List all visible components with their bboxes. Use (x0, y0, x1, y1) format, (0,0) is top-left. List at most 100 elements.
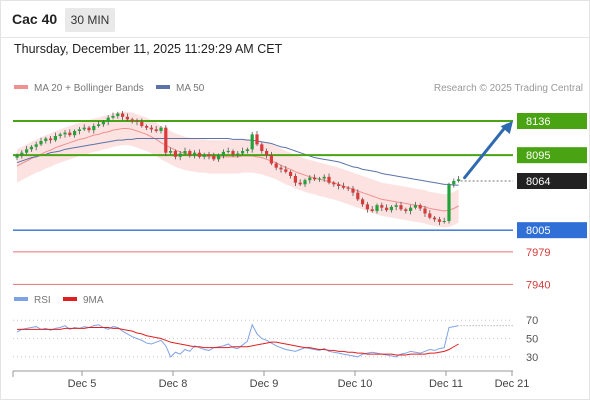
candle-body (303, 180, 307, 185)
candle-body (49, 138, 53, 141)
interval-button[interactable]: 30 MIN (65, 8, 115, 32)
candle-body (125, 116, 129, 120)
projection-arrow-shaft (463, 123, 509, 180)
candle-body (73, 131, 77, 136)
candle-body (135, 121, 139, 122)
candle-body (428, 213, 432, 218)
candle-body (293, 176, 297, 183)
candle-body (356, 192, 360, 200)
candle-body (106, 117, 110, 122)
candle-body (197, 152, 201, 157)
candle-body (169, 151, 173, 153)
candle-body (274, 163, 278, 168)
candle-body (34, 144, 38, 147)
datetime-label: Thursday, December 11, 2025 11:29:29 AM … (14, 42, 283, 56)
legend-rsi-swatch (14, 297, 28, 301)
candle-body (231, 151, 235, 155)
candle-body (447, 184, 451, 221)
x-tick-label: Dec 11 (429, 378, 463, 390)
candle-body (380, 205, 384, 208)
x-tick-label: Dec 10 (338, 378, 373, 390)
candle-body (77, 129, 81, 131)
candle-body (370, 209, 374, 211)
candle-body (20, 152, 24, 156)
legend-ma20-label: MA 20 + Bollinger Bands (34, 83, 144, 94)
candle-body (212, 156, 216, 160)
candle-body (308, 177, 312, 181)
bollinger-band (17, 111, 459, 228)
legend-ma20-swatch (14, 85, 28, 89)
candle-body (29, 146, 33, 150)
candle-body (413, 205, 417, 208)
rsi-tick-30: 30 (526, 352, 538, 364)
candle-body (145, 126, 149, 128)
candle-body (58, 134, 62, 136)
candle-body (255, 134, 259, 145)
candle-body (149, 127, 153, 130)
x-tick-label: Dec 21 (495, 378, 530, 390)
candle-body (217, 155, 221, 160)
candle-body (226, 151, 230, 152)
candle-body (269, 155, 273, 164)
candle-body (140, 121, 144, 126)
candle-body (82, 127, 86, 130)
candle-body (193, 152, 197, 156)
candle-body (101, 121, 105, 125)
candle-body (298, 182, 302, 185)
level-label-box-8005 (517, 222, 587, 239)
candle-body (327, 176, 331, 183)
candle-body (44, 138, 48, 141)
candle-body (385, 207, 389, 211)
candle-body (433, 217, 437, 220)
candle-body (250, 134, 254, 150)
candle-body (365, 204, 369, 210)
level-label-box-8136 (517, 113, 587, 129)
candle-body (25, 149, 29, 153)
rsi-tick-50: 50 (526, 334, 538, 346)
level-label-7940: 7940 (526, 279, 550, 291)
candle-body (236, 153, 240, 155)
candle-body (337, 184, 341, 186)
candle-body (375, 205, 379, 211)
candle-body (173, 151, 177, 157)
candle-body (389, 206, 393, 211)
candle-body (452, 181, 456, 185)
x-tick-label: Dec 9 (250, 378, 279, 390)
candle-body (116, 113, 120, 116)
header-bar: Cac 40 30 MIN (1, 1, 589, 38)
level-label-8095: 8095 (526, 150, 550, 162)
rsi-line (16, 323, 459, 358)
candle-body (164, 127, 168, 153)
candle-body (15, 155, 19, 158)
candle-body (265, 151, 269, 156)
candle-body (289, 171, 293, 176)
candle-body (284, 169, 288, 172)
rsi-ma-line (17, 327, 459, 356)
candle-body (39, 141, 43, 145)
ma50-line (16, 138, 459, 186)
candle-body (346, 187, 350, 189)
candle-body (188, 151, 192, 156)
candle-body (313, 177, 317, 180)
candle-body (245, 149, 249, 151)
legend-9ma-label: 9MA (83, 295, 104, 306)
level-label-8136: 8136 (526, 116, 550, 128)
legend-ma50-swatch (156, 85, 170, 89)
candle-body (202, 154, 206, 157)
candle-body (317, 178, 321, 180)
candle-body (207, 154, 211, 156)
candle-body (457, 179, 461, 181)
candle-body (178, 153, 182, 157)
candle-body (399, 205, 403, 210)
candle-body (279, 167, 283, 170)
candle-body (260, 144, 264, 151)
candle-body (241, 151, 245, 154)
candle-body (404, 209, 408, 211)
candle-body (121, 113, 125, 117)
x-tick-label: Dec 5 (68, 378, 97, 390)
candle-body (409, 207, 413, 211)
instrument-title: Cac 40 (12, 11, 58, 27)
projection-arrow-head (500, 121, 513, 135)
candle-body (53, 136, 57, 141)
